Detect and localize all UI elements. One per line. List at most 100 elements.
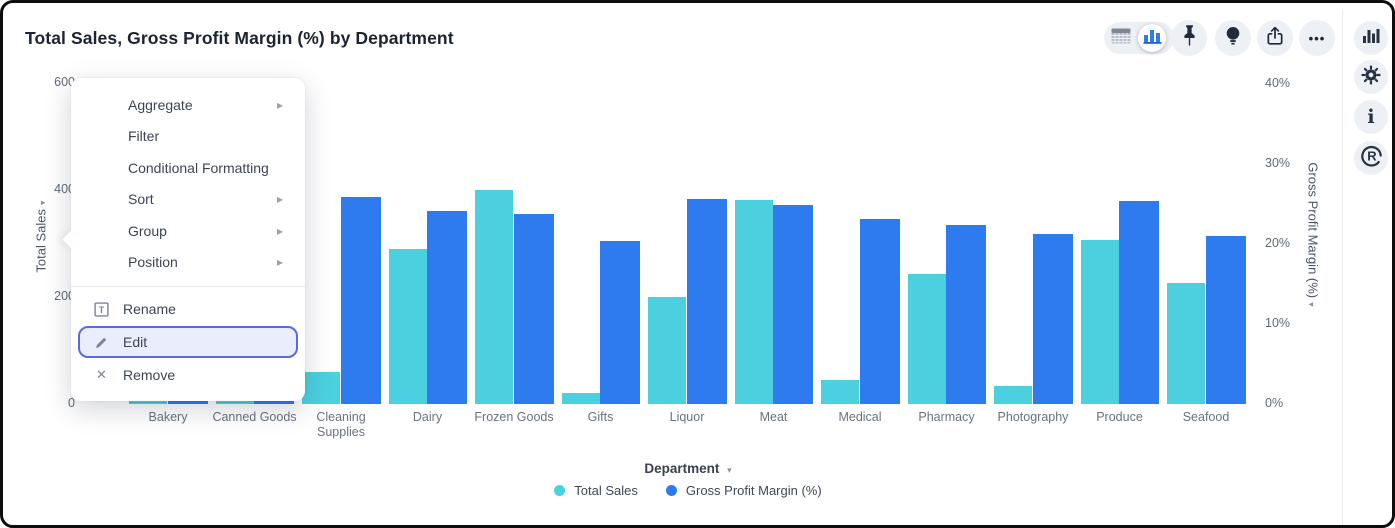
x-axis-label-frozen-goods: Frozen Goods xyxy=(474,410,554,424)
bar-total-sales-frozen-goods[interactable] xyxy=(475,190,513,404)
settings-button[interactable] xyxy=(1354,60,1388,94)
reveal-logo-button[interactable]: R xyxy=(1354,141,1388,175)
share-icon xyxy=(1265,24,1285,52)
bar-gross-profit-margin--frozen-goods[interactable] xyxy=(513,214,554,404)
bar-gross-profit-margin--produce[interactable] xyxy=(1119,200,1159,404)
lightbulb-icon xyxy=(1224,25,1242,52)
bar-gross-profit-margin--liquor[interactable] xyxy=(686,199,727,404)
x-axis-label-pharmacy: Pharmacy xyxy=(918,410,975,424)
menu-item-label: Rename xyxy=(123,301,176,317)
x-axis-label-produce: Produce xyxy=(1096,410,1143,424)
y-axis-right-tick-20: 20% xyxy=(1265,236,1291,250)
field-context-menu: Aggregate ▸ Filter Conditional Formatting So… xyxy=(62,78,305,401)
bar-gross-profit-margin--cleaning-supplies[interactable] xyxy=(340,196,381,404)
bar-gross-profit-margin--gifts[interactable] xyxy=(600,240,640,404)
menu-item-label: Sort xyxy=(128,191,154,208)
chevron-right-icon: ▸ xyxy=(276,97,283,112)
x-axis-label-liquor: Liquor xyxy=(669,410,705,424)
bar-total-sales-meat[interactable] xyxy=(734,199,773,404)
visualization-button[interactable] xyxy=(1354,21,1388,55)
chevron-down-icon: ▾ xyxy=(37,200,48,205)
bar-total-sales-dairy[interactable] xyxy=(388,248,427,404)
bar-gross-profit-margin--medical[interactable] xyxy=(859,219,900,404)
remove-icon: ✕ xyxy=(96,367,107,382)
table-icon xyxy=(1111,28,1131,49)
more-button[interactable]: ••• xyxy=(1299,20,1335,56)
menu-item-edit[interactable]: Edit xyxy=(78,326,298,358)
x-axis-label-dairy: Dairy xyxy=(412,410,443,424)
chevron-right-icon: ▸ xyxy=(276,192,283,207)
menu-item-label: Aggregate xyxy=(128,96,193,113)
y-axis-title-left[interactable]: Total Sales▾ xyxy=(33,200,49,273)
menu-item-group[interactable]: Group ▸ xyxy=(71,215,305,247)
ellipsis-icon: ••• xyxy=(1308,30,1326,46)
legend-dot xyxy=(554,485,566,496)
x-axis-label-cleaning-supplies: Cleaning Supplies xyxy=(316,410,366,439)
y-axis-right-tick-10: 10% xyxy=(1265,316,1291,330)
menu-item-position[interactable]: Position ▸ xyxy=(71,247,305,279)
menu-item-label: Remove xyxy=(123,367,176,383)
chevron-down-icon: ▾ xyxy=(1306,302,1317,307)
bar-total-sales-photography[interactable] xyxy=(994,386,1032,404)
menu-item-rename[interactable]: T Rename xyxy=(78,293,298,325)
info-button[interactable]: i xyxy=(1354,100,1388,134)
bar-gross-profit-margin--photography[interactable] xyxy=(1032,233,1073,404)
y-axis-title-right[interactable]: Gross Profit Margin (%)▾ xyxy=(1305,162,1321,307)
bar-total-sales-produce[interactable] xyxy=(1080,239,1119,404)
x-axis-label-canned-goods: Canned Goods xyxy=(212,410,297,424)
bar-gross-profit-margin--dairy[interactable] xyxy=(427,211,467,404)
x-axis-label-medical: Medical xyxy=(838,410,882,424)
menu-divider xyxy=(71,286,305,287)
bar-total-sales-pharmacy[interactable] xyxy=(907,274,946,404)
y-axis-left-tick-600: 600 xyxy=(54,75,75,89)
info-icon: i xyxy=(1367,106,1375,128)
menu-item-label: Position xyxy=(128,254,178,271)
bar-total-sales-cleaning-supplies[interactable] xyxy=(302,371,340,404)
menu-item-label: Group xyxy=(128,222,167,239)
reveal-logo-icon: R xyxy=(1359,143,1384,173)
bar-gross-profit-margin--pharmacy[interactable] xyxy=(946,224,986,404)
menu-item-aggregate[interactable]: Aggregate ▸ xyxy=(71,89,305,121)
export-button[interactable] xyxy=(1257,20,1293,56)
sidebar-divider xyxy=(1342,9,1343,525)
edit-icon xyxy=(93,335,110,350)
menu-item-conditional-formatting[interactable]: Conditional Formatting xyxy=(71,152,305,184)
chart-title: Total Sales, Gross Profit Margin (%) by … xyxy=(25,28,454,48)
bar-total-sales-gifts[interactable] xyxy=(561,393,600,404)
y-axis-right-tick-40: 40% xyxy=(1265,76,1291,90)
table-view-toggle[interactable] xyxy=(1104,22,1138,54)
bar-gross-profit-margin--meat[interactable] xyxy=(773,204,813,404)
bar-chart-icon xyxy=(1362,27,1380,50)
menu-item-remove[interactable]: ✕ Remove xyxy=(78,359,298,391)
bar-total-sales-medical[interactable] xyxy=(821,379,859,404)
chevron-down-icon: ▾ xyxy=(727,465,732,475)
gear-icon xyxy=(1360,64,1382,91)
x-axis-title[interactable]: Department ▾ xyxy=(644,461,732,476)
legend-dot xyxy=(665,485,677,496)
chevron-right-icon: ▸ xyxy=(276,223,283,238)
x-axis-label-bakery: Bakery xyxy=(148,410,188,424)
x-axis-label-seafood: Seafood xyxy=(1182,410,1230,424)
legend: Total Sales Gross Profit Margin (%) xyxy=(438,483,938,498)
bar-total-sales-seafood[interactable] xyxy=(1167,282,1205,404)
view-toggle xyxy=(1104,22,1174,54)
x-axis-label-photography: Photography xyxy=(997,410,1069,424)
y-axis-left-tick-200: 200 xyxy=(54,289,75,303)
x-axis-label-gifts: Gifts xyxy=(587,410,614,424)
bar-total-sales-liquor[interactable] xyxy=(648,297,686,404)
y-axis-left-tick-400: 400 xyxy=(54,182,75,196)
svg-text:R: R xyxy=(1367,148,1377,163)
legend-entry-total-sales[interactable]: Total Sales xyxy=(554,483,638,498)
menu-item-sort[interactable]: Sort ▸ xyxy=(71,184,305,216)
chevron-right-icon: ▸ xyxy=(276,255,283,270)
pin-icon xyxy=(1181,24,1198,52)
chart-view-toggle[interactable] xyxy=(1138,24,1166,52)
pin-button[interactable] xyxy=(1171,20,1207,56)
insights-button[interactable] xyxy=(1215,20,1251,56)
menu-item-filter[interactable]: Filter xyxy=(71,121,305,153)
legend-entry-gross-profit-margin[interactable]: Gross Profit Margin (%) xyxy=(665,483,822,498)
y-axis-right-tick-30: 30% xyxy=(1265,156,1291,170)
x-axis-label-meat: Meat xyxy=(759,410,788,424)
bar-gross-profit-margin--seafood[interactable] xyxy=(1205,236,1246,404)
